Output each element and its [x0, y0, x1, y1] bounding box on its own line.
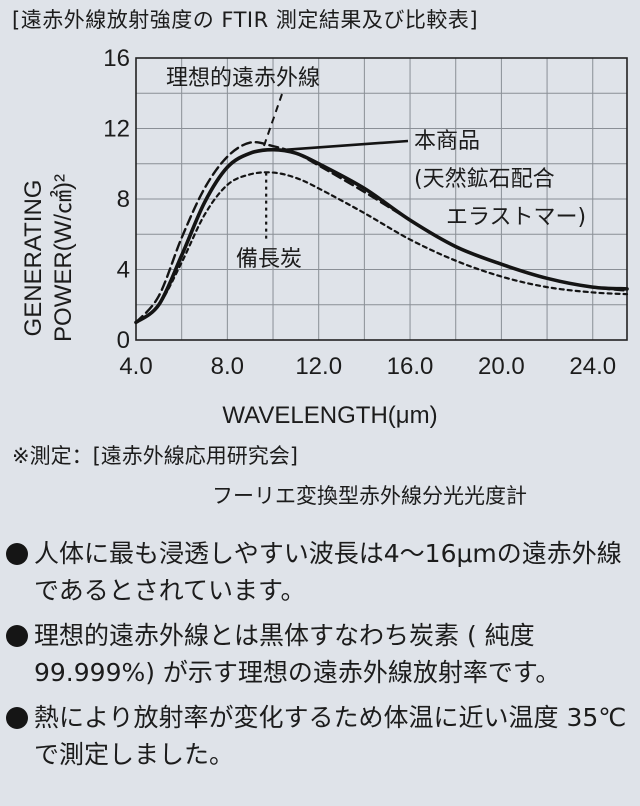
x-tick-label: 16.0 [387, 353, 434, 380]
x-tick-label: 24.0 [569, 353, 616, 380]
bullet-dot-icon [6, 543, 28, 565]
x-tick-label: 8.0 [211, 353, 244, 380]
x-axis-label: WAVELENGTH(μm) [222, 402, 437, 429]
measurement-note-device: フーリエ変換型赤外線分光光度計 [212, 484, 527, 508]
x-tick-label: 4.0 [119, 353, 152, 380]
bullet-item: 人体に最も浸透しやすい波長は4〜16μmの遠赤外線であるとされています。 [6, 535, 632, 609]
chart-header-title: [遠赤外線放射強度の FTIR 測定結果及び比較表] [12, 8, 479, 32]
annotation-ideal: 理想的遠赤外線 [166, 66, 320, 91]
y-tick-label: 0 [117, 327, 130, 354]
ftir-line-chart: 4.0 8.0 12.0 16.0 20.0 24.0 0 4 8 12 16 理想的遠赤外線本商品… [20, 45, 629, 429]
measurement-note-org: ※測定：[遠赤外線応用研究会] [12, 444, 298, 468]
annotation-product-2: (天然鉱石配合 [414, 167, 555, 192]
axis-ticks: 4.0 8.0 12.0 16.0 20.0 24.0 0 4 8 12 16 [103, 45, 616, 380]
plot-frame [135, 57, 628, 341]
bullet-dot-icon [6, 707, 28, 729]
bullet-text: 理想的遠赤外線とは黒体すなわち炭素 ( 純度99.999%) が示す理想の遠赤外… [34, 621, 561, 687]
bullet-text: 熱により放射率が変化するため体温に近い温度 35℃で測定しました。 [34, 703, 627, 769]
series-line-1 [134, 147, 629, 325]
bullet-list: 人体に最も浸透しやすい波長は4〜16μmの遠赤外線であるとされています。 理想的… [6, 535, 632, 781]
y-tick-label: 12 [103, 116, 130, 143]
y-tick-label: 16 [103, 45, 130, 72]
bullet-item: 理想的遠赤外線とは黒体すなわち炭素 ( 純度99.999%) が示す理想の遠赤外… [6, 617, 632, 691]
x-tick-label: 20.0 [478, 353, 525, 380]
y-axis-label-line1: GENERATING [20, 180, 47, 337]
x-tick-label: 12.0 [295, 353, 342, 380]
y-axis-label-line2: POWER(W/㎠)² [50, 174, 77, 342]
y-tick-label: 8 [117, 186, 130, 213]
bullet-dot-icon [6, 625, 28, 647]
bullet-item: 熱により放射率が変化するため体温に近い温度 35℃で測定しました。 [6, 699, 632, 773]
bullet-text: 人体に最も浸透しやすい波長は4〜16μmの遠赤外線であるとされています。 [34, 539, 622, 605]
series-layer [134, 140, 629, 325]
annotation-product-1: 本商品 [414, 129, 480, 154]
plot-border [135, 57, 628, 341]
annotation-product-3: エラストマー) [446, 205, 586, 230]
series-line-2 [134, 171, 629, 324]
y-tick-label: 4 [117, 257, 130, 284]
annotation-charcoal: 備長炭 [236, 247, 302, 272]
leader-ideal [262, 93, 283, 147]
leader-product [286, 139, 409, 151]
